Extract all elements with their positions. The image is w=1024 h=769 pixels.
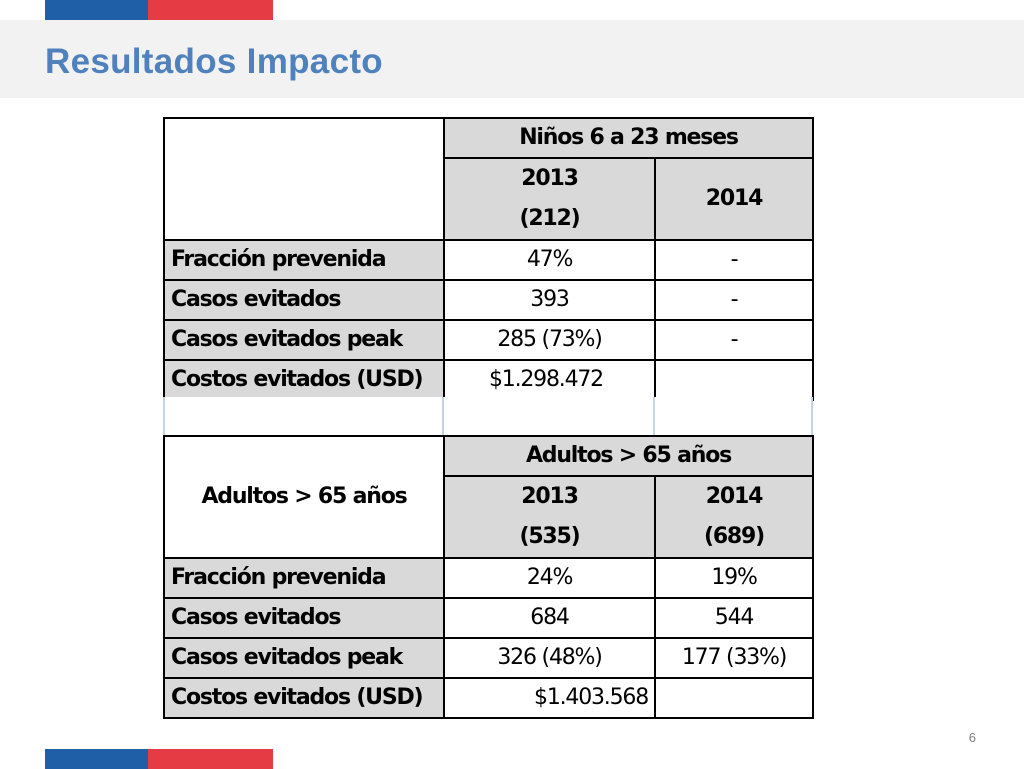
row-label: Fracción prevenida [163, 239, 445, 281]
table2-col-2013-n: (535) [519, 524, 580, 549]
top-flag-bar [45, 0, 273, 20]
table2-group-header: Adultos > 65 años [443, 435, 814, 477]
row-label: Fracción prevenida [163, 557, 445, 599]
row-label: Casos evitados peak [163, 319, 445, 361]
spacer-rule [653, 397, 655, 435]
spacer-rule [811, 397, 813, 435]
slide-title: Resultados Impacto [45, 42, 383, 81]
value-2013: $1.403.568 [443, 677, 656, 719]
table2-col-2013-year: 2013 [521, 484, 579, 509]
table1-col-2013-year: 2013 [521, 166, 579, 191]
table2-col-2014: 2014 (689) [654, 475, 814, 559]
table-row: Casos evitados peak 326 (48%) 177 (33%) [163, 637, 814, 679]
value-2014: - [654, 279, 814, 321]
table-row: Casos evitados 684 544 [163, 597, 814, 639]
flag-blue-stripe [45, 749, 148, 769]
bottom-flag-bar [45, 749, 273, 769]
value-2014: 544 [654, 597, 814, 639]
table-row: Costos evitados (USD) $1.298.472 [163, 359, 814, 401]
table-row: Casos evitados peak 285 (73%) - [163, 319, 814, 361]
value-2014 [654, 359, 814, 401]
table1-col-2013-n: (212) [519, 206, 580, 231]
children-results-table: Niños 6 a 23 meses 2013 (212) 2014 Fracc… [163, 117, 814, 401]
row-label: Casos evitados [163, 279, 445, 321]
value-2013: 285 (73%) [443, 319, 656, 361]
flag-red-stripe [148, 0, 273, 20]
value-2014: - [654, 319, 814, 361]
spacer-rule [442, 397, 444, 435]
value-2013: 326 (48%) [443, 637, 656, 679]
table2-col-2014-n: (689) [703, 524, 765, 549]
table1-group-header: Niños 6 a 23 meses [443, 117, 814, 159]
value-2013: 393 [443, 279, 656, 321]
flag-red-stripe [148, 749, 273, 769]
row-label: Casos evitados [163, 597, 445, 639]
title-band [0, 20, 1024, 98]
table-row: Fracción prevenida 24% 19% [163, 557, 814, 599]
value-2014: 177 (33%) [654, 637, 814, 679]
table-spacer [163, 397, 813, 435]
table1-col-2013: 2013 (212) [443, 157, 656, 241]
value-2014: 19% [654, 557, 814, 599]
spacer-rule [163, 397, 165, 435]
page-number: 6 [968, 730, 976, 745]
value-2013: 24% [443, 557, 656, 599]
row-label: Costos evitados (USD) [163, 359, 445, 401]
table1-col-2014: 2014 [654, 157, 814, 241]
table1-corner-cell [163, 117, 445, 241]
table2-corner-label: Adultos > 65 años [163, 435, 445, 559]
value-2013: $1.298.472 [443, 359, 656, 401]
value-2014 [654, 677, 814, 719]
table2-col-2014-year: 2014 [705, 484, 764, 509]
row-label: Costos evitados (USD) [163, 677, 445, 719]
value-2013: 684 [443, 597, 656, 639]
table-row: Casos evitados 393 - [163, 279, 814, 321]
adults-results-table: Adultos > 65 años Adultos > 65 años 2013… [163, 435, 814, 719]
value-2013: 47% [443, 239, 656, 281]
flag-blue-stripe [45, 0, 148, 20]
row-label: Casos evitados peak [163, 637, 445, 679]
table-row: Costos evitados (USD) $1.403.568 [163, 677, 814, 719]
table2-col-2013: 2013 (535) [443, 475, 656, 559]
table-row: Fracción prevenida 47% - [163, 239, 814, 281]
value-2014: - [654, 239, 814, 281]
